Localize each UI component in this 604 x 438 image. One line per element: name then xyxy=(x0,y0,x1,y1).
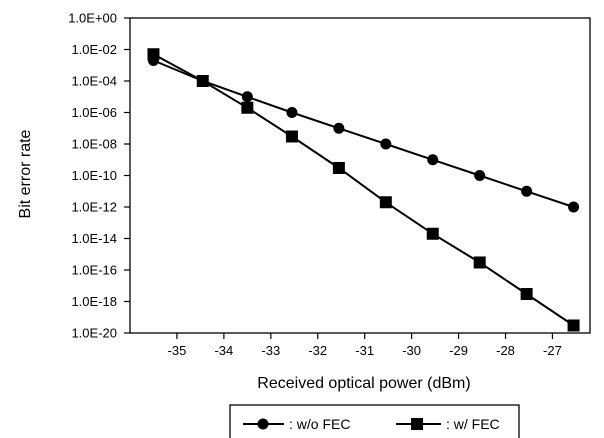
data-series xyxy=(147,48,580,332)
y-tick-label: 1.0E+00 xyxy=(68,11,117,26)
y-tick-label: 1.0E-08 xyxy=(71,137,117,152)
data-point-square xyxy=(379,196,392,209)
series-line-0 xyxy=(153,59,574,208)
x-tick-label: -35 xyxy=(168,343,187,358)
y-tick-label: 1.0E-04 xyxy=(71,74,117,89)
x-axis-title: Received optical power (dBm) xyxy=(257,375,470,392)
data-point-circle xyxy=(380,138,392,150)
data-point-circle xyxy=(333,122,345,134)
y-tick-label: 1.0E-06 xyxy=(71,105,117,120)
data-point-circle xyxy=(241,91,253,103)
data-point-square xyxy=(520,287,533,300)
data-point-square xyxy=(241,101,254,114)
data-point-square xyxy=(332,161,345,174)
data-point-square xyxy=(426,227,439,240)
plot-frame xyxy=(129,17,591,334)
data-point-square xyxy=(147,48,160,61)
y-tick-label: 1.0E-10 xyxy=(71,168,117,183)
x-axis: -35 -34 -33 -32 -31 -30 -29 -28 -27 xyxy=(168,333,562,358)
series-line-1 xyxy=(153,53,575,327)
data-point-square xyxy=(473,256,486,269)
y-tick-label: 1.0E-16 xyxy=(71,263,117,278)
x-tick-label: -34 xyxy=(214,343,233,358)
y-tick-label: 1.0E-02 xyxy=(71,42,117,57)
y-axis: 1.0E+00 1.0E-02 1.0E-04 1.0E-06 1.0E-08 1.0E-… xyxy=(68,11,130,341)
data-point-circle xyxy=(568,201,580,213)
legend: : w/o FEC : w/ FEC xyxy=(229,404,520,438)
legend-label-w-fec: : w/ FEC xyxy=(446,416,500,432)
x-tick-label: -30 xyxy=(402,343,421,358)
plot-area-border xyxy=(129,17,591,334)
x-tick-label: -31 xyxy=(355,343,374,358)
y-tick-label: 1.0E-20 xyxy=(71,326,117,341)
x-tick-label: -28 xyxy=(496,343,515,358)
y-tick-label: 1.0E-14 xyxy=(71,231,117,246)
x-tick-label: -29 xyxy=(449,343,468,358)
data-point-circle xyxy=(286,107,298,118)
data-point-square xyxy=(567,319,580,332)
data-point-square xyxy=(285,130,298,143)
legend-marker-wo-fec xyxy=(257,418,269,430)
data-point-circle xyxy=(521,185,533,197)
legend-label-wo-fec: : w/o FEC xyxy=(289,416,350,432)
legend-box xyxy=(229,404,520,438)
x-tick-label: -33 xyxy=(261,343,280,358)
data-point-circle xyxy=(474,170,486,181)
data-point-circle xyxy=(427,154,439,166)
data-point-square xyxy=(196,75,209,87)
x-tick-label: -32 xyxy=(308,343,327,358)
y-tick-label: 1.0E-12 xyxy=(71,200,117,215)
y-axis-title: Bit error rate xyxy=(17,129,34,218)
y-tick-label: 1.0E-18 xyxy=(71,294,117,309)
x-tick-label: -27 xyxy=(543,343,562,358)
legend-marker-w-fec xyxy=(411,418,423,430)
